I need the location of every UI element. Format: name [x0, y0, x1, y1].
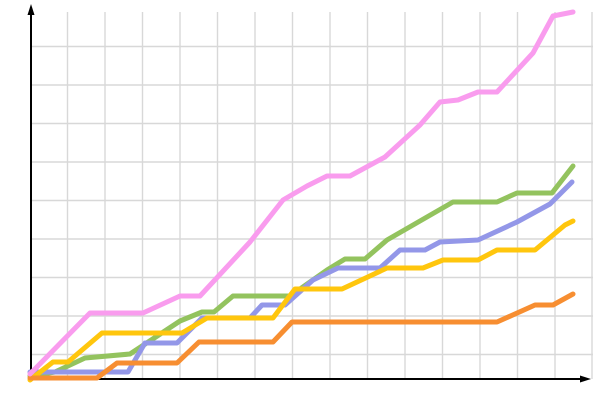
- x-axis-arrow-icon: [580, 375, 591, 383]
- axes: [27, 4, 591, 383]
- series-line-orange: [27, 291, 576, 381]
- data-series: [27, 9, 576, 383]
- series-line-pink: [27, 9, 576, 377]
- series-line-green: [27, 163, 576, 379]
- series-line-yellow: [27, 218, 576, 383]
- series-line-blue: [27, 179, 575, 375]
- y-axis-arrow-icon: [27, 4, 35, 15]
